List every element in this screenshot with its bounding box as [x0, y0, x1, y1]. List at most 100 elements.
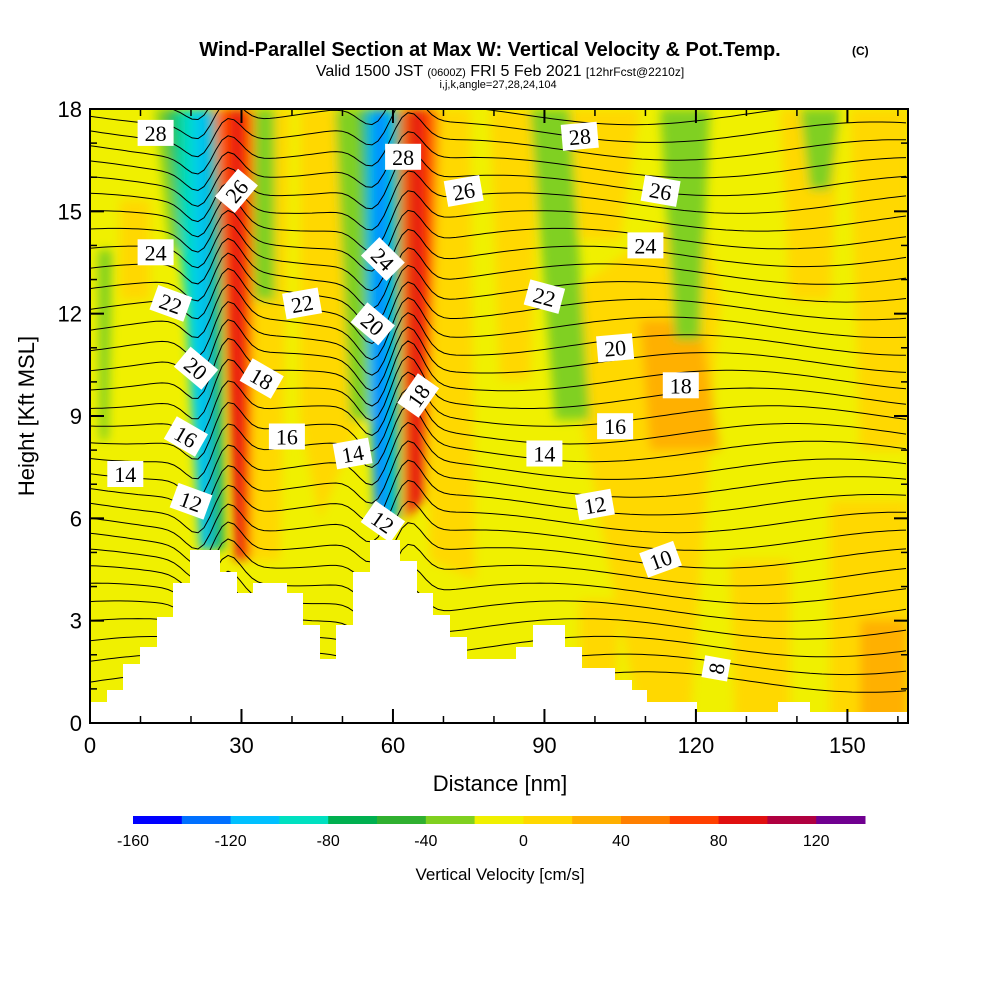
contour-label-box: [268, 423, 305, 450]
contour-label: 16: [597, 413, 634, 440]
contour-label-box: [214, 168, 258, 214]
contour-label-box: [627, 232, 664, 259]
theta-contour-line: [90, 109, 907, 158]
contour-label-box: [597, 413, 634, 440]
contour-label-text: 8: [703, 661, 730, 676]
colorbar-swatch: [230, 816, 280, 824]
contour-label-box: [173, 346, 219, 390]
theta-contour-line: [90, 284, 907, 361]
contour-label-box: [385, 143, 422, 170]
theta-contour-line: [90, 337, 907, 407]
colorbar-swatch: [669, 816, 720, 824]
theta-contour-line: [90, 459, 907, 534]
contour-label: 24: [627, 232, 664, 259]
contour-label-box: [560, 121, 599, 151]
contour-label-text: 22: [289, 290, 315, 318]
theta-contour-line: [90, 223, 907, 292]
colorbar: -160 -120 -80 -40 0 40 80 120: [117, 816, 866, 850]
contour-label-text: 24: [145, 240, 167, 265]
contour-label-box: [360, 500, 406, 543]
chart-subtitle: Valid 1500 JST (0600Z) FRI 5 Feb 2021 [1…: [316, 63, 684, 80]
colorbar-label: Vertical Velocity [cm/s]: [415, 865, 584, 884]
colorbar-swatch: [621, 816, 671, 824]
contour-label: 10: [639, 540, 682, 578]
y-tick-label: 6: [70, 506, 82, 531]
contour-label-box: [350, 302, 395, 346]
theta-contour-line: [90, 209, 907, 272]
contour-label-box: [639, 540, 682, 578]
y-tick-label: 0: [70, 711, 82, 736]
terrain-mask: [90, 540, 908, 723]
contour-label-box: [443, 174, 484, 207]
colorbar-tick-label: -160: [117, 833, 149, 850]
contour-label: 12: [574, 488, 615, 521]
theta-contour-line: [90, 522, 907, 583]
colorbar-swatch: [377, 816, 427, 824]
contour-label-text: 18: [670, 373, 692, 398]
theta-contour-line: [90, 112, 907, 175]
colorbar-swatch: [425, 816, 476, 824]
contour-label-text: 26: [451, 177, 477, 205]
contour-label-box: [360, 237, 405, 282]
colorbar-tick-label: -120: [215, 833, 247, 850]
contour-label-box: [163, 416, 208, 457]
contour-label: 18: [662, 372, 699, 399]
colorbar-tick-label: 120: [803, 833, 830, 850]
contour-label: 14: [107, 461, 144, 487]
colorbar-swatch: [181, 816, 232, 824]
copyright-mark: (C): [852, 44, 869, 58]
contour-label-text: 26: [648, 177, 674, 205]
colorbar-swatch: [767, 816, 817, 824]
theta-contour-line: [90, 109, 788, 140]
colorbar-swatch: [474, 816, 524, 824]
x-tick-label: 30: [229, 733, 253, 758]
x-axis-label: Distance [nm]: [433, 771, 568, 796]
contour-label: 22: [523, 279, 566, 314]
contour-label: 22: [282, 287, 323, 320]
contour-label-box: [169, 482, 213, 520]
y-tick-label: 12: [58, 302, 82, 327]
colorbar-swatch: [279, 816, 329, 824]
contour-label-text: 16: [276, 425, 298, 450]
theta-contour-line: [90, 301, 907, 376]
theta-contour-line: [90, 252, 907, 328]
colorbar-swatch: [523, 816, 573, 824]
theta-contour-line: [90, 267, 907, 345]
contour-label-text: 14: [533, 442, 555, 467]
axis-ticks: 0 30 60 90 120 150 0 3 6 9 12 15 18: [58, 97, 908, 758]
theta-contour-line: [90, 404, 907, 480]
contour-label: 14: [332, 437, 373, 470]
contour-label: 26: [443, 174, 484, 207]
contour-label-box: [640, 174, 681, 207]
theta-contour-line: [90, 479, 907, 550]
y-tick-label: 15: [58, 199, 82, 224]
colorbar-swatch: [328, 816, 378, 824]
contour-label-text: 16: [604, 414, 626, 439]
contour-label-box: [107, 461, 144, 487]
x-tick-label: 60: [381, 733, 405, 758]
contour-label-box: [596, 333, 635, 363]
contour-label: 28: [560, 121, 599, 151]
y-tick-label: 18: [58, 97, 82, 122]
theta-contour-line: [90, 319, 907, 392]
contour-label: 16: [268, 423, 305, 450]
contour-label: 24: [137, 239, 174, 266]
y-tick-label: 9: [70, 404, 82, 429]
colorbar-tick-label: 80: [710, 833, 728, 850]
contour-label-box: [137, 239, 174, 266]
contour-label-text: 28: [145, 121, 167, 146]
colorbar-swatch: [572, 816, 622, 824]
theta-contour-line: [90, 387, 907, 460]
contour-label-text: 14: [340, 440, 366, 468]
contour-label: 14: [526, 440, 563, 467]
theta-contour-line: [90, 440, 907, 517]
contour-label: 8: [701, 655, 731, 682]
contour-label-text: 20: [603, 335, 627, 362]
contour-label-box: [239, 358, 284, 399]
colorbar-swatch: [718, 816, 768, 824]
grid-info: i,j,k,angle=27,28,24,104: [439, 79, 556, 91]
theta-contour-line: [90, 237, 907, 310]
contour-label-box: [397, 373, 440, 418]
contour-label-box: [149, 285, 193, 322]
